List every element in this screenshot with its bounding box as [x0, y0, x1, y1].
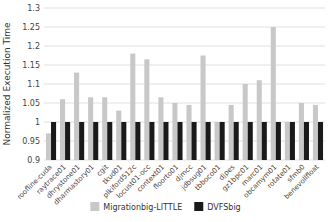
bar [149, 122, 154, 160]
bars [46, 27, 323, 160]
y-tick-label: 1.1 [27, 80, 40, 89]
y-tick-label: 1 [35, 118, 40, 127]
bar [186, 105, 191, 160]
bar [93, 122, 98, 160]
legend: Migrationbig-LITTLE DVFSbig [90, 202, 240, 212]
bar [192, 122, 197, 160]
bar [206, 122, 211, 160]
grid-line [44, 46, 325, 47]
bar [276, 122, 281, 160]
y-tick-label: 0.9 [27, 156, 40, 165]
bar [304, 122, 309, 160]
bar [51, 122, 56, 160]
y-tick-label: 1.05 [22, 99, 40, 108]
bar [121, 122, 126, 160]
bar [107, 122, 112, 160]
y-tick-label: 1.3 [27, 4, 40, 13]
bar [201, 56, 206, 161]
y-tick-label: 1.15 [22, 61, 40, 70]
x-tick-label: dharmastory01 [52, 163, 96, 207]
bar [65, 122, 70, 160]
bar [257, 80, 262, 160]
grid [44, 8, 325, 160]
legend-swatch [90, 202, 99, 211]
bar [135, 122, 140, 160]
bar [102, 97, 107, 160]
bar [215, 122, 220, 160]
bar [318, 122, 323, 160]
grid-line [44, 84, 325, 85]
legend-label: DVFSbig [207, 203, 240, 212]
grid-line [44, 160, 325, 161]
grid-line [44, 122, 325, 123]
x-tick-label: benevollfloat [283, 163, 321, 201]
chart: 0.9 0.95 1 1.05 1.1 1.15 1.2 1.25 1.3 Normalized … [0, 0, 331, 222]
bar [46, 133, 51, 160]
bar [220, 122, 225, 160]
grid-line [44, 141, 325, 142]
bar [116, 111, 121, 160]
bar [248, 122, 253, 160]
bar [144, 59, 149, 160]
legend-label: Migrationbig-LITTLE [103, 203, 182, 212]
bar [262, 122, 267, 160]
bar [172, 103, 177, 160]
grid-line [44, 65, 325, 66]
y-tick-label: 1.25 [22, 23, 40, 32]
bar [271, 27, 276, 160]
bar [79, 122, 84, 160]
y-tick-label: 0.95 [22, 137, 40, 146]
bar [163, 122, 168, 160]
bar [313, 105, 318, 160]
bar [158, 97, 163, 160]
bar [290, 122, 295, 160]
grid-line [44, 27, 325, 28]
y-axis-label: Normalized Execution Time [2, 22, 12, 145]
bar [74, 73, 79, 160]
legend-swatch [194, 202, 203, 211]
bar [243, 84, 248, 160]
bar [177, 122, 182, 160]
bar [229, 105, 234, 160]
bar [130, 54, 135, 160]
grid-line [44, 103, 325, 104]
y-tick-label: 1.2 [27, 42, 40, 51]
bar [234, 122, 239, 160]
bar [285, 122, 290, 160]
grid-line [44, 8, 325, 9]
bar [88, 97, 93, 160]
bar [60, 99, 65, 160]
bar [299, 103, 304, 160]
